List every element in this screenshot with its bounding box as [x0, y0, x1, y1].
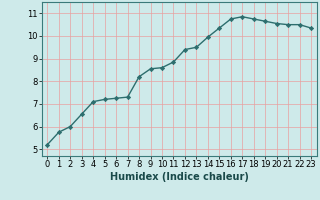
X-axis label: Humidex (Indice chaleur): Humidex (Indice chaleur)	[110, 172, 249, 182]
